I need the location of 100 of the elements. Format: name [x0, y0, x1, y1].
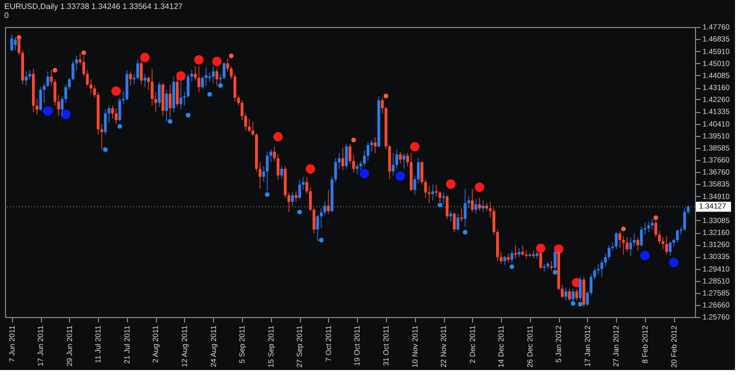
chart-title: EURUSD,Daily 1.33738 1.34246 1.33564 1.34127 [4, 2, 184, 11]
candlestick [144, 73, 146, 88]
candlestick [165, 89, 168, 122]
point [570, 301, 576, 306]
candlestick [668, 240, 672, 256]
point [410, 142, 420, 152]
candlestick [474, 198, 478, 214]
candlestick [46, 70, 50, 88]
point [186, 112, 190, 118]
candlestick [345, 143, 348, 170]
candlestick [647, 221, 650, 233]
candlestick [114, 108, 118, 125]
point [640, 250, 650, 260]
point [194, 55, 204, 65]
point [438, 202, 442, 208]
candlestick [510, 250, 514, 263]
point [446, 179, 456, 189]
point [297, 210, 302, 214]
candlestick [374, 136, 377, 154]
point [61, 110, 71, 120]
point [384, 94, 388, 98]
candlestick [208, 72, 212, 82]
candlestick [539, 250, 542, 270]
candlestick [431, 184, 434, 201]
candlestick [518, 247, 520, 258]
candlestick [248, 118, 251, 132]
candlestick [503, 255, 506, 266]
candlestick [197, 66, 200, 93]
candlestick [323, 201, 326, 216]
candlestick [294, 190, 298, 202]
candlestick [14, 36, 17, 51]
candlestick [482, 200, 485, 213]
candlestick [640, 226, 643, 248]
point [168, 119, 172, 124]
point [474, 182, 484, 192]
point [510, 264, 514, 270]
point [536, 244, 546, 254]
point [318, 238, 324, 242]
candlestick [215, 68, 218, 86]
chart-subtitle: 0 [4, 11, 10, 20]
candlestick [464, 188, 467, 228]
point [273, 132, 283, 142]
candlestick [460, 208, 463, 222]
point [103, 147, 108, 152]
candlestick [629, 236, 632, 256]
point [140, 52, 150, 62]
candlestick [320, 208, 323, 229]
candlestick [449, 210, 452, 222]
candlestick [683, 208, 686, 232]
candlestick [636, 236, 640, 252]
candlestick [446, 194, 449, 220]
candlestick [665, 236, 668, 256]
candlestick [222, 62, 226, 80]
candlestick [442, 192, 445, 205]
candlestick [402, 152, 406, 170]
candlestick [129, 70, 132, 86]
point [351, 138, 356, 142]
point [264, 192, 270, 197]
candlestick [136, 58, 140, 80]
point [52, 68, 58, 73]
point [43, 106, 53, 116]
point [111, 86, 121, 96]
candlestick [327, 189, 330, 214]
point [578, 302, 583, 307]
candlestick [676, 228, 679, 244]
candlestick [452, 212, 456, 233]
point [669, 258, 679, 268]
candlestick [456, 213, 460, 232]
candlestick [39, 86, 42, 112]
point [228, 54, 234, 58]
point [218, 83, 223, 88]
candlestick [298, 178, 302, 200]
point [207, 92, 212, 97]
point [653, 215, 658, 220]
candlestick [398, 151, 402, 164]
candlestick [280, 166, 284, 179]
candlestick [434, 184, 438, 198]
point [117, 124, 122, 129]
candlestick [626, 236, 628, 252]
point [621, 226, 626, 232]
point [212, 56, 222, 66]
candlestick [266, 151, 269, 192]
candlestick [180, 80, 182, 110]
candlestick [428, 185, 431, 204]
point [306, 164, 316, 174]
candlestick [596, 263, 600, 275]
candlestick [204, 66, 208, 86]
point [176, 71, 186, 81]
candlestick [291, 192, 294, 206]
point [360, 168, 370, 178]
candlestick [287, 192, 290, 213]
candlestick [168, 84, 172, 118]
candlestick [356, 163, 359, 175]
candlestick [506, 252, 510, 263]
point [81, 50, 86, 56]
candlestick [478, 197, 481, 212]
candlestick [269, 148, 272, 163]
point [462, 230, 468, 235]
candlestick [514, 244, 517, 259]
candlestick [568, 288, 571, 302]
